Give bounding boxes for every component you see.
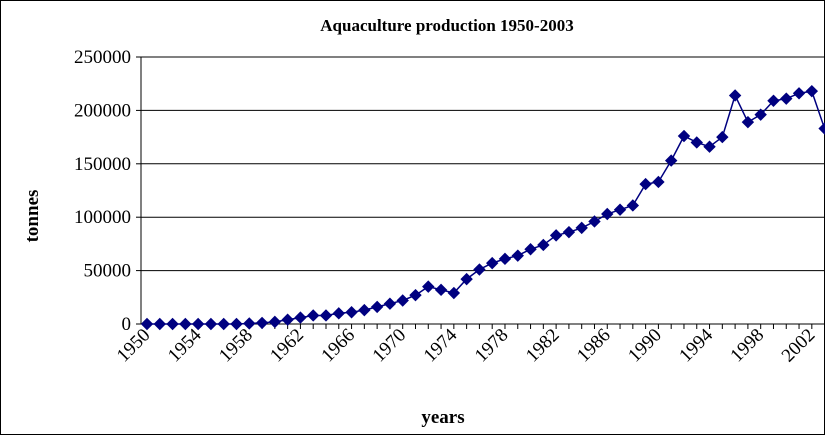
grid-lines (141, 56, 825, 272)
data-point (626, 199, 640, 212)
data-point (741, 115, 755, 129)
data-point (358, 303, 371, 317)
data-point (191, 317, 205, 331)
data-point (664, 154, 678, 167)
data-point (409, 288, 422, 302)
y-axis-tick-labels: 0 50000 100000 150000 200000 250000 (74, 47, 131, 335)
y-axis-title: tonnes (22, 190, 43, 243)
data-point (140, 317, 154, 331)
data-point (613, 203, 627, 216)
data-point (716, 130, 729, 144)
data-point (460, 272, 473, 286)
y-tick-label: 150000 (74, 154, 131, 175)
data-point (754, 108, 767, 121)
data-point (511, 249, 524, 262)
data-point (690, 136, 703, 149)
y-tick-label: 50000 (84, 261, 132, 282)
data-point (652, 175, 665, 189)
y-tick-label: 200000 (74, 100, 131, 121)
data-point (575, 221, 588, 235)
data-point (639, 177, 652, 191)
data-point (447, 286, 461, 300)
data-point (179, 317, 192, 331)
data-point (549, 229, 563, 242)
data-point (153, 317, 166, 331)
data-point (217, 317, 230, 331)
data-point (562, 225, 576, 239)
data-point (383, 297, 397, 310)
data-point (601, 207, 614, 221)
data-point (728, 89, 742, 102)
data-point (434, 283, 448, 297)
data-point (473, 263, 486, 276)
data-point (306, 309, 320, 322)
data-point (332, 307, 345, 320)
data-point (805, 84, 819, 98)
data-point (370, 300, 384, 314)
data-point (792, 87, 806, 100)
data-point (485, 256, 499, 270)
data-point (537, 238, 550, 252)
data-point (498, 252, 512, 266)
data-point (230, 317, 243, 331)
data-point (243, 317, 256, 330)
x-axis-title: years (421, 407, 464, 428)
y-tick-label: 0 (122, 314, 132, 335)
data-point (780, 92, 793, 105)
data-point (677, 129, 691, 143)
data-series (140, 84, 825, 331)
y-tick-label: 100000 (74, 207, 131, 228)
data-point (294, 311, 307, 324)
chart-title: Aquaculture production 1950-2003 (320, 16, 573, 35)
data-point (396, 294, 409, 307)
data-point (422, 280, 435, 293)
data-point (588, 215, 601, 228)
data-point (204, 317, 218, 331)
data-point (281, 313, 294, 326)
data-point (767, 94, 780, 107)
data-point (255, 316, 269, 330)
y-tick-label: 250000 (74, 47, 131, 68)
data-point (319, 309, 333, 322)
data-point (268, 315, 282, 329)
data-point (524, 243, 537, 256)
data-point (345, 306, 358, 319)
data-point (703, 140, 716, 153)
data-point (166, 317, 179, 331)
